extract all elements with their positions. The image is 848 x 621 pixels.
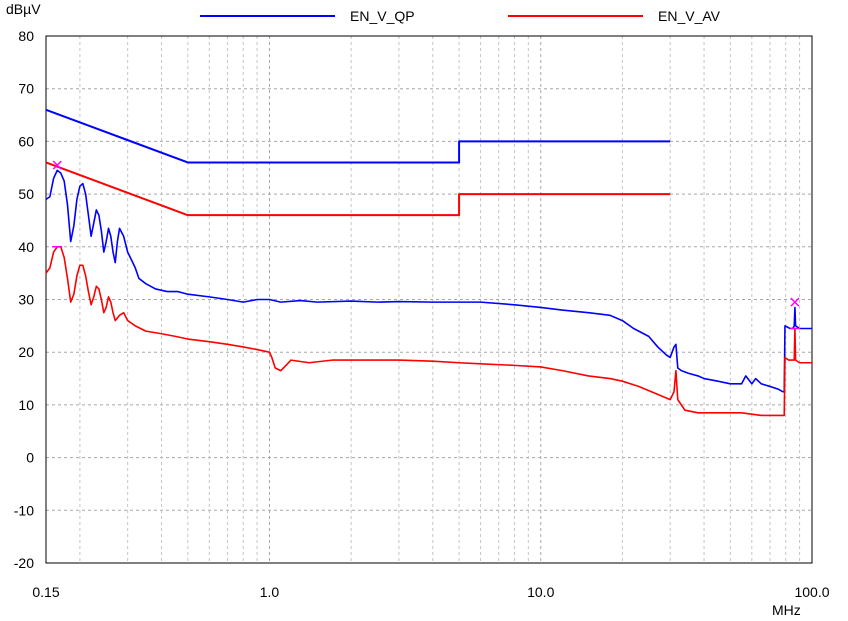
x-axis-unit-label: MHz xyxy=(772,602,801,618)
limit-line-1 xyxy=(45,161,671,217)
peak-markers xyxy=(52,160,800,330)
y-tick-label: 50 xyxy=(18,186,34,202)
plot-frame xyxy=(45,35,813,564)
x-tick-label: 100.0 xyxy=(794,584,829,600)
x-tick-label: 10.0 xyxy=(527,584,554,600)
peak-marker-x xyxy=(52,160,62,170)
series-group xyxy=(45,108,812,417)
y-tick-label: 60 xyxy=(18,133,34,149)
limit-line-0 xyxy=(45,108,671,164)
grid xyxy=(46,36,812,563)
y-tick-label: -10 xyxy=(14,502,34,518)
y-tick-label: 10 xyxy=(18,397,34,413)
y-tick-label: 80 xyxy=(18,28,34,44)
y-axis-unit-label: dBµV xyxy=(6,1,41,17)
measurement-trace-3 xyxy=(45,246,812,417)
y-tick-label: 20 xyxy=(18,344,34,360)
y-tick-label: 30 xyxy=(18,292,34,308)
y-tick-label: 0 xyxy=(26,450,34,466)
legend-label: EN_V_AV xyxy=(658,8,721,24)
y-tick-label: 70 xyxy=(18,81,34,97)
x-tick-label: 1.0 xyxy=(260,584,280,600)
legend-label: EN_V_QP xyxy=(350,8,415,24)
y-tick-label: -20 xyxy=(14,555,34,571)
measurement-trace-2 xyxy=(45,169,812,393)
peak-marker-x xyxy=(790,297,800,307)
tick-labels: -20 -10 0 10 20 30 40 50 60 70 80 0.15 1.0 10.0 100.0 xyxy=(14,28,830,600)
legend: EN_V_QP EN_V_AV xyxy=(200,8,721,24)
y-tick-label: 40 xyxy=(18,239,34,255)
x-tick-label: 0.15 xyxy=(32,584,59,600)
